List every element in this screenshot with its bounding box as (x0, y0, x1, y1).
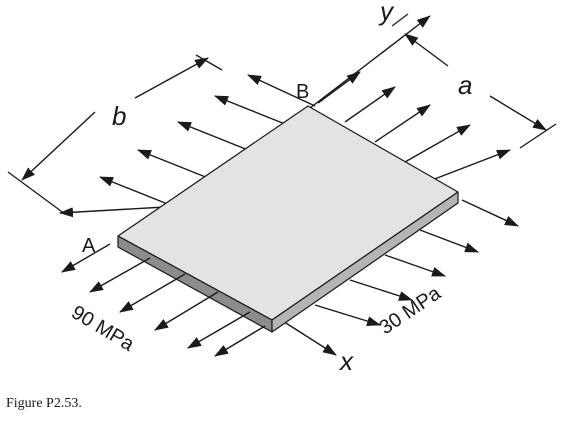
plate-top-face (117, 105, 459, 321)
label-y: y (378, 0, 395, 26)
x-axis-arrow (277, 317, 337, 356)
stress-arrows-90-lower (61, 243, 266, 357)
dimension-a (404, 33, 547, 131)
label-corner-b: B (296, 81, 309, 103)
label-a: a (458, 70, 472, 100)
label-corner-a: A (82, 235, 96, 257)
label-x: x (338, 346, 354, 375)
dimension-a-extension-lines (391, 13, 557, 149)
plate-stress-diagram: b a y x (7, 0, 557, 375)
figure-caption: Figure P2.53. (6, 396, 82, 411)
plate (117, 105, 459, 333)
label-stress-30: 30 MPa (375, 282, 445, 339)
dimension-b-extension-lines (7, 54, 223, 215)
stress-arrows-30-lower (314, 199, 519, 326)
dimension-b (21, 57, 209, 181)
stress-arrows-30-upper (317, 71, 511, 181)
stress-arrows-90-upper (59, 74, 316, 218)
label-b: b (112, 101, 126, 131)
plate-side-face (271, 191, 459, 333)
y-axis-arrow (309, 15, 431, 109)
label-stress-90: 90 MPa (67, 301, 138, 356)
